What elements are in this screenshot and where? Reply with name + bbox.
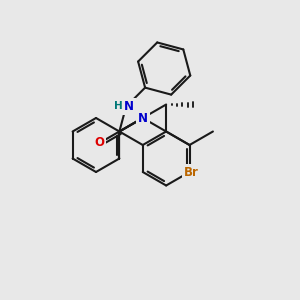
- Text: N: N: [138, 112, 148, 124]
- Text: N: N: [124, 100, 134, 113]
- Text: O: O: [94, 136, 104, 149]
- Text: H: H: [114, 101, 122, 111]
- Text: Br: Br: [184, 166, 199, 178]
